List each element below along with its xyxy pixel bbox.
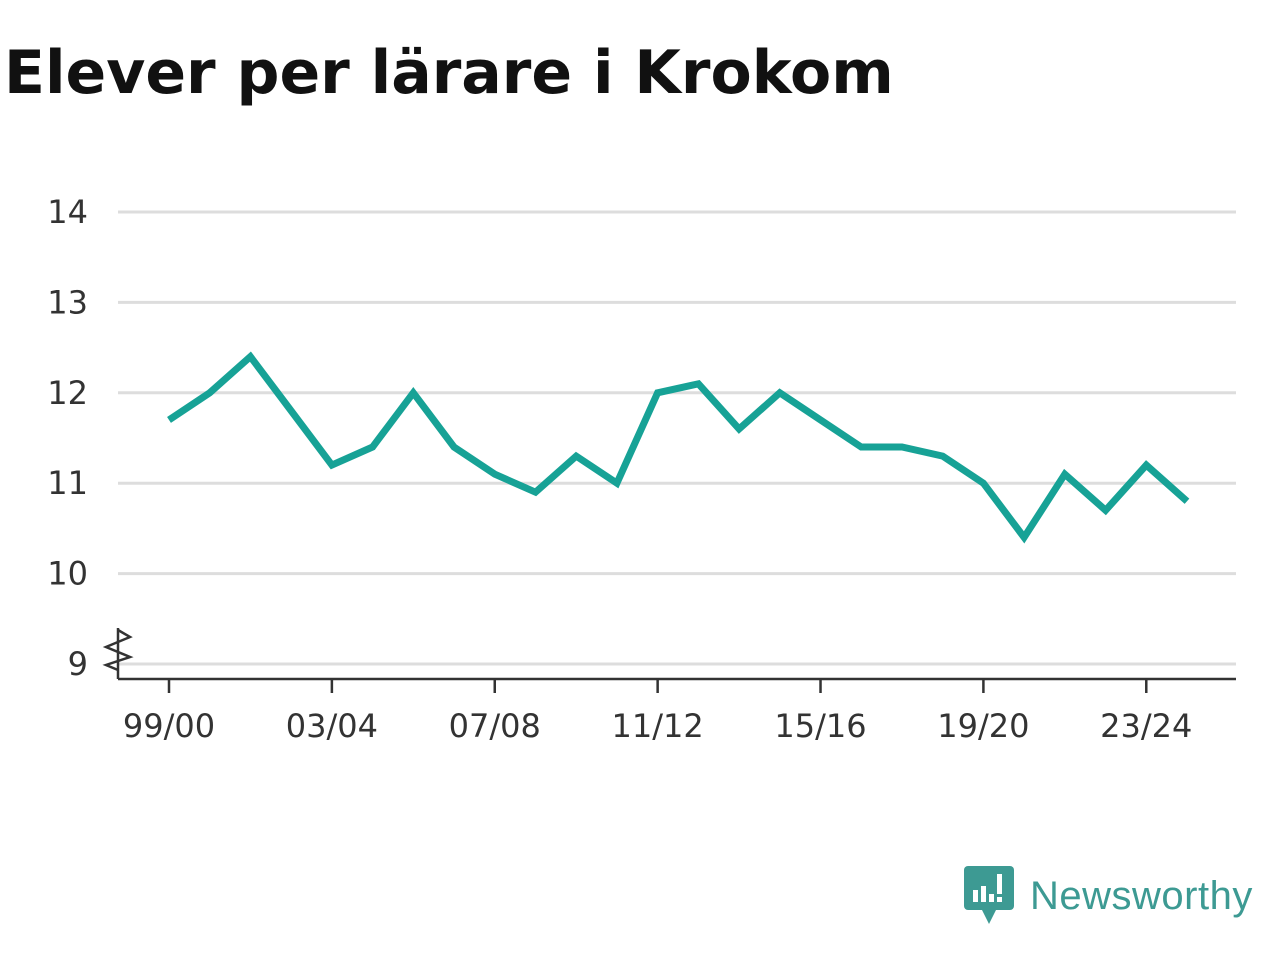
y-tick-label: 10 [47, 555, 88, 593]
series-line [167, 351, 1190, 544]
y-axis-ticks: 9 10 11 12 13 14 [47, 193, 88, 683]
y-tick-label: 12 [47, 374, 88, 412]
x-tick-label: 15/16 [774, 707, 866, 745]
series-group [167, 351, 1190, 544]
brand-logo: Newsworthy [964, 866, 1253, 926]
gridlines [118, 210, 1236, 666]
newsworthy-logo-icon [964, 866, 1014, 924]
x-tick-label: 99/00 [123, 707, 215, 745]
chart-title: Elever per lärare i Krokom [4, 38, 894, 108]
y-tick-label: 14 [47, 193, 88, 231]
y-tick-label: 13 [47, 283, 88, 321]
x-tick-label: 07/08 [449, 707, 541, 745]
axis-break-marker [102, 628, 134, 672]
x-axis: 99/00 03/04 07/08 11/12 15/16 19/20 23/24 [102, 628, 1236, 745]
brand-name: Newsworthy [1030, 873, 1253, 918]
x-tick-label: 11/12 [612, 707, 704, 745]
x-tick-label: 03/04 [286, 707, 378, 745]
y-tick-label: 9 [68, 645, 88, 683]
x-tick-label: 19/20 [937, 707, 1029, 745]
x-tick-label: 23/24 [1100, 707, 1192, 745]
y-tick-label: 11 [47, 464, 88, 502]
